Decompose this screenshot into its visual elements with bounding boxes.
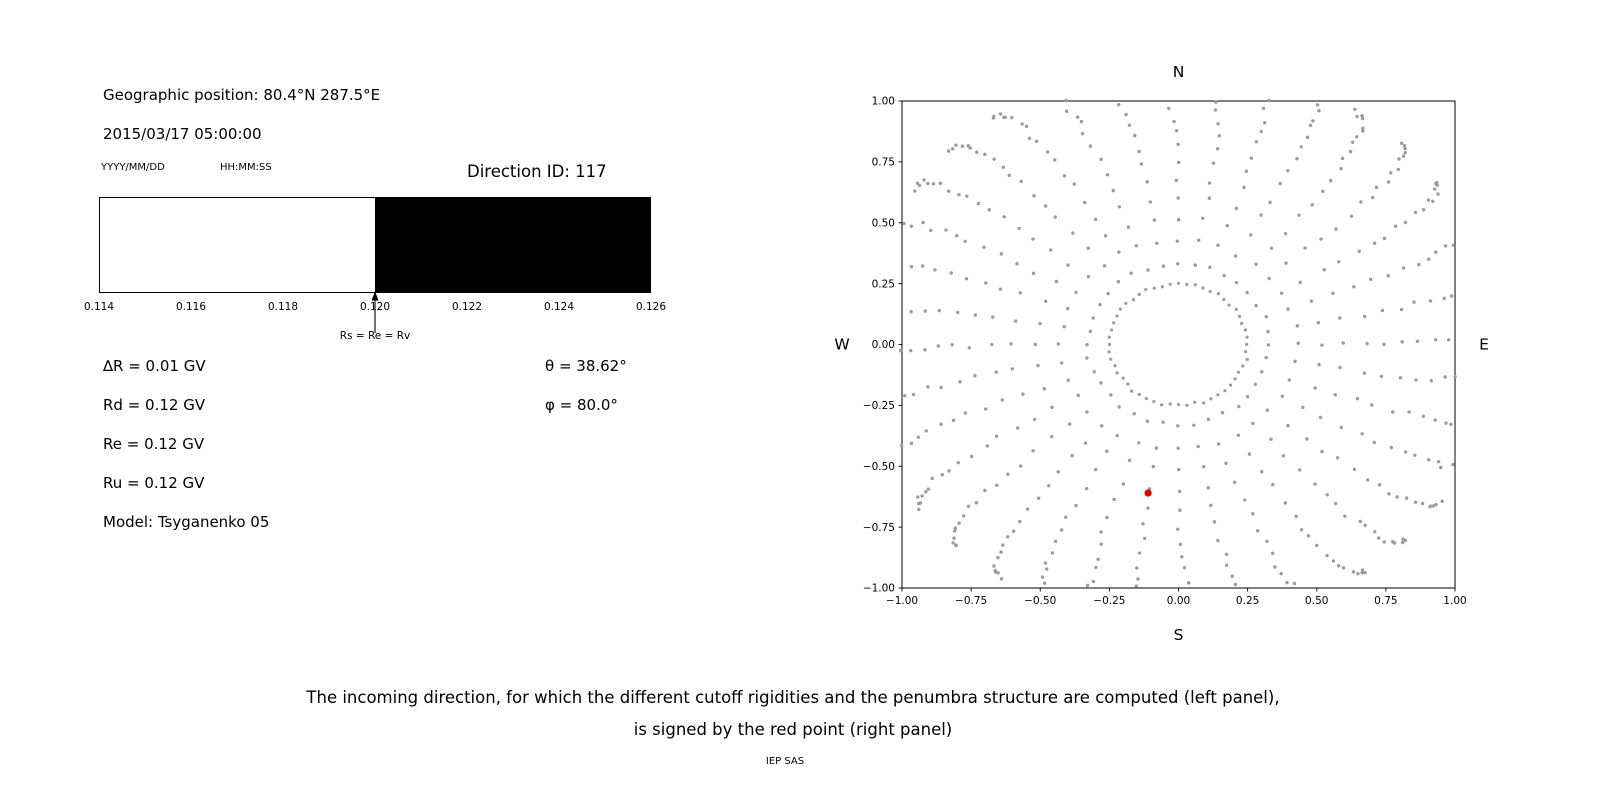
y-tick-label: 0.00 bbox=[872, 339, 895, 351]
penumbra-arrow-label: Rs = Re = Rv bbox=[339, 330, 411, 342]
caption-line-1: The incoming direction, for which the di… bbox=[306, 688, 1280, 707]
phi-value: φ = 80.0° bbox=[545, 396, 618, 414]
y-tick-label: −0.25 bbox=[863, 400, 895, 412]
north-label: N bbox=[1173, 63, 1185, 81]
x-tick-label: 0.00 bbox=[1167, 595, 1190, 607]
red-point bbox=[1144, 489, 1152, 497]
x-tick-label: 0.25 bbox=[1236, 595, 1259, 607]
model-label: Model: Tsyganenko 05 bbox=[103, 513, 270, 531]
caption-line-2: is signed by the red point (right panel) bbox=[633, 720, 953, 739]
y-tick-label: 1.00 bbox=[872, 96, 895, 108]
penumbra-forbidden-region bbox=[375, 198, 650, 292]
theta-value: θ = 38.62° bbox=[545, 357, 627, 375]
delta-r-value: ∆R = 0.01 GV bbox=[103, 357, 206, 375]
penumbra-tick-label: 0.118 bbox=[267, 301, 299, 313]
east-label: E bbox=[1479, 336, 1489, 354]
penumbra-tick-label: 0.114 bbox=[83, 301, 115, 313]
re-value: Re = 0.12 GV bbox=[103, 435, 205, 453]
south-label: S bbox=[1174, 626, 1184, 644]
time-format-label: HH:MM:SS bbox=[220, 162, 272, 173]
y-tick-label: −1.00 bbox=[863, 583, 895, 595]
direction-id-label: Direction ID: 117 bbox=[467, 162, 607, 181]
penumbra-tick-label: 0.122 bbox=[451, 301, 483, 313]
credit-label: IEP SAS bbox=[765, 756, 805, 767]
x-tick-label: −0.75 bbox=[955, 595, 987, 607]
y-tick-label: 0.25 bbox=[872, 278, 895, 290]
x-tick-label: −0.50 bbox=[1024, 595, 1056, 607]
penumbra-arrow bbox=[371, 291, 379, 333]
datetime-label: 2015/03/17 05:00:00 bbox=[103, 125, 262, 143]
rd-value: Rd = 0.12 GV bbox=[103, 396, 206, 414]
y-tick-label: 0.50 bbox=[872, 217, 895, 229]
ru-value: Ru = 0.12 GV bbox=[103, 474, 205, 492]
x-tick-label: 0.50 bbox=[1305, 595, 1328, 607]
x-tick-label: 1.00 bbox=[1443, 595, 1466, 607]
penumbra-plot bbox=[99, 197, 651, 293]
x-tick-label: −1.00 bbox=[886, 595, 918, 607]
y-tick-label: −0.50 bbox=[863, 461, 895, 473]
arrow-head bbox=[371, 291, 379, 301]
geographic-position-label: Geographic position: 80.4°N 287.5°E bbox=[103, 86, 381, 104]
penumbra-tick-label: 0.116 bbox=[175, 301, 207, 313]
y-tick-label: 0.75 bbox=[872, 157, 895, 169]
west-label: W bbox=[834, 336, 849, 354]
axis-ticks: −1.00−1.00 −0.75 −0.75 −0.50 −0.50 −0.25 −0.25… bbox=[863, 96, 1467, 607]
x-tick-label: −0.25 bbox=[1093, 595, 1125, 607]
y-tick-label: −0.75 bbox=[863, 522, 895, 534]
date-format-label: YYYY/MM/DD bbox=[101, 162, 165, 173]
plot-frame bbox=[901, 100, 1456, 589]
x-tick-label: 0.75 bbox=[1374, 595, 1397, 607]
asymptotic-directions-plot: −1.00−1.00 −0.75 −0.75 −0.50 −0.50 −0.25 −0.25… bbox=[834, 63, 1489, 644]
penumbra-tick-label: 0.124 bbox=[543, 301, 575, 313]
scatter-dots bbox=[899, 98, 1457, 588]
penumbra-tick-label: 0.126 bbox=[635, 301, 667, 313]
